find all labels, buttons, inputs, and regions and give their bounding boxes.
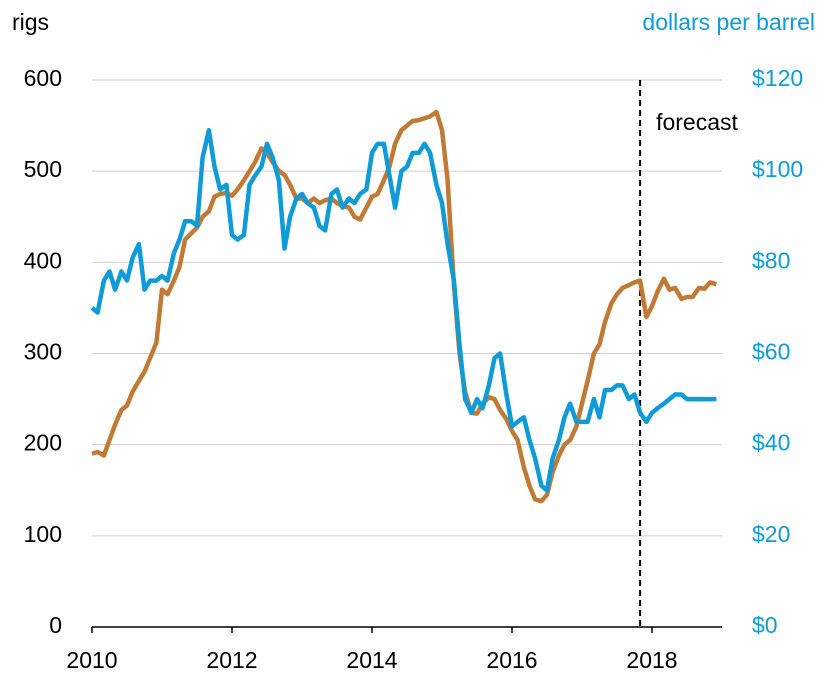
x-tick-label: 2010 <box>66 647 117 673</box>
y2-axis-title: dollars per barrel <box>642 9 815 35</box>
y-tick-label: 300 <box>24 339 62 365</box>
y-tick-label: 400 <box>24 247 62 273</box>
x-tick-label: 2018 <box>626 647 677 673</box>
y-tick-label: 200 <box>24 430 62 456</box>
y2-tick-label: $120 <box>752 65 803 91</box>
y-tick-label: 0 <box>49 612 62 638</box>
series-line <box>91 109 718 504</box>
y2-tick-label: $100 <box>752 156 803 182</box>
annotation: forecast <box>656 109 738 135</box>
y-tick-label: 600 <box>24 65 62 91</box>
series-line <box>90 127 717 493</box>
x-tick-label: 2014 <box>346 647 397 673</box>
y-tick-label: 100 <box>24 521 62 547</box>
x-tick-label: 2012 <box>206 647 257 673</box>
y-axis-title: rigs <box>12 9 49 35</box>
x-tick-label: 2016 <box>486 647 537 673</box>
y2-tick-label: $20 <box>752 521 790 547</box>
y2-tick-label: $60 <box>752 339 790 365</box>
y2-tick-label: $40 <box>752 430 790 456</box>
y2-tick-label: $0 <box>752 612 778 638</box>
y2-tick-label: $80 <box>752 247 790 273</box>
y-tick-label: 500 <box>24 156 62 182</box>
